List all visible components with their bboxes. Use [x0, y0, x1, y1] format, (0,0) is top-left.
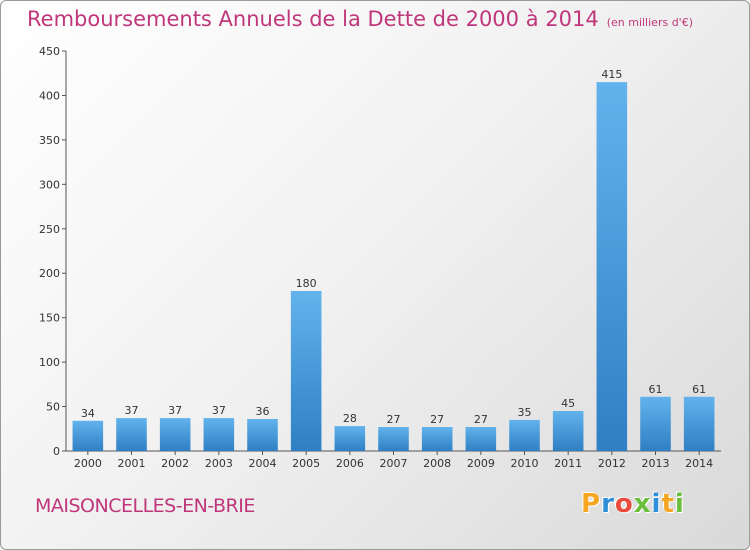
bar-2011 — [552, 411, 584, 451]
x-tick-label: 2014 — [685, 457, 713, 470]
bar-2003 — [203, 418, 235, 451]
y-tick-label: 0 — [53, 445, 60, 458]
logo-letter: i — [651, 489, 662, 519]
bar-2012 — [596, 82, 628, 451]
x-tick-label: 2006 — [336, 457, 364, 470]
x-tick-label: 2013 — [642, 457, 670, 470]
chart-title: Remboursements Annuels de la Dette de 20… — [27, 7, 693, 31]
proxiti-logo: Proxiti — [581, 489, 685, 519]
bar-2007 — [378, 427, 409, 451]
x-tick-label: 2005 — [292, 457, 320, 470]
bar-2009 — [465, 427, 497, 451]
logo-letter: r — [601, 489, 615, 519]
logo-letter: o — [614, 489, 634, 519]
y-tick-label: 400 — [39, 89, 60, 102]
bar-2001 — [116, 418, 147, 451]
logo-letter: i — [674, 489, 685, 519]
bar-value-label: 37 — [125, 404, 139, 417]
x-tick-label: 2009 — [467, 457, 495, 470]
commune-name: MAISONCELLES-EN-BRIE — [35, 495, 255, 517]
bar-2013 — [640, 396, 671, 451]
bar-value-label: 37 — [212, 404, 226, 417]
bar-value-label: 28 — [343, 412, 357, 425]
chart-title-text: Remboursements Annuels de la Dette de 20… — [27, 7, 599, 31]
y-tick-label: 200 — [39, 267, 60, 280]
x-tick-label: 2004 — [249, 457, 277, 470]
bar-value-label: 27 — [430, 413, 444, 426]
y-tick-label: 150 — [39, 312, 60, 325]
logo-letter: t — [661, 489, 675, 519]
x-tick-label: 2002 — [161, 457, 189, 470]
bar-value-label: 180 — [296, 277, 317, 290]
bar-2005 — [290, 291, 322, 451]
y-tick-label: 450 — [39, 45, 60, 58]
bar-value-label: 37 — [168, 404, 182, 417]
y-tick-label: 100 — [39, 356, 60, 369]
bar-value-label: 27 — [474, 413, 488, 426]
bar-value-label: 61 — [649, 383, 663, 396]
y-tick-label: 300 — [39, 178, 60, 191]
bar-value-label: 27 — [387, 413, 401, 426]
y-tick-label: 250 — [39, 223, 60, 236]
logo-letter: x — [633, 489, 652, 519]
x-tick-label: 2011 — [554, 457, 582, 470]
x-tick-label: 2007 — [380, 457, 408, 470]
bar-value-label: 35 — [518, 406, 532, 419]
bar-value-label: 36 — [256, 405, 270, 418]
bar-value-label: 34 — [81, 407, 95, 420]
bar-2006 — [334, 426, 366, 451]
bar-2002 — [159, 418, 191, 451]
x-tick-label: 2008 — [423, 457, 451, 470]
bar-value-label: 45 — [561, 397, 575, 410]
bar-value-label: 61 — [692, 383, 706, 396]
bar-value-label: 415 — [601, 68, 622, 81]
bar-layer: 34 37 37 37 36 180 28 27 27 27 35 45 415 61 61 — [72, 68, 715, 451]
chart-subtitle: (en milliers d'€) — [606, 16, 693, 29]
x-tick-label: 2010 — [511, 457, 539, 470]
x-tick-label: 2012 — [598, 457, 626, 470]
x-tick-label: 2001 — [118, 457, 146, 470]
y-tick-label: 350 — [39, 134, 60, 147]
bar-2008 — [421, 427, 453, 451]
x-tick-label: 2000 — [74, 457, 102, 470]
x-tick-label: 2003 — [205, 457, 233, 470]
y-tick-label: 50 — [46, 401, 60, 414]
bar-2004 — [247, 419, 278, 451]
bar-2000 — [72, 420, 104, 451]
logo-letter: P — [581, 489, 602, 519]
bar-2010 — [509, 419, 540, 451]
bar-2014 — [683, 396, 715, 451]
axis-layer: 0 50 100 150 200 250 300 350 400 450 2000 2001 2002 2… — [39, 45, 721, 470]
